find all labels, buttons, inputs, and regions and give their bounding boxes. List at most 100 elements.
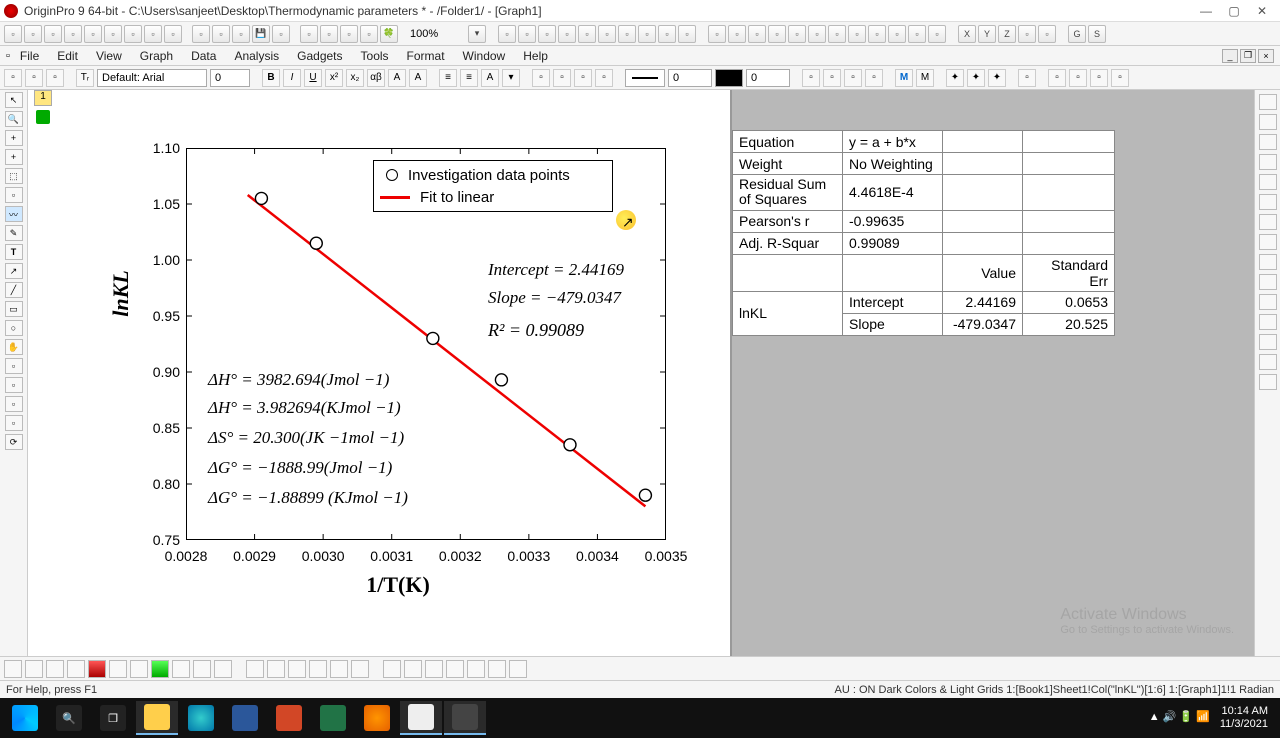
rb1[interactable] xyxy=(1259,94,1277,110)
tb-a5[interactable]: ▫ xyxy=(578,25,596,43)
new-layout-icon[interactable]: ▫ xyxy=(104,25,122,43)
anno-dH1[interactable]: ΔH° = 3982.694(Jmol −1) xyxy=(208,370,389,390)
menu-format[interactable]: Format xyxy=(399,47,453,65)
recalc-all-icon[interactable]: ▫ xyxy=(340,25,358,43)
zoom-dropdown-icon[interactable]: ▾ xyxy=(468,25,486,43)
bb1[interactable] xyxy=(4,660,22,678)
tb-b2[interactable]: ▫ xyxy=(728,25,746,43)
tb-b9[interactable]: ▫ xyxy=(868,25,886,43)
system-tray[interactable]: ▲ 🔊 🔋 📶 10:14 AM 11/3/2021 xyxy=(1149,705,1276,731)
new-excel-icon[interactable]: ▫ xyxy=(44,25,62,43)
firefox-taskbtn[interactable] xyxy=(356,701,398,735)
recalculate-icon[interactable]: ▫ xyxy=(320,25,338,43)
tb2-j[interactable]: ▫ xyxy=(844,69,862,87)
tb2-m[interactable]: M xyxy=(916,69,934,87)
tb-b1[interactable]: ▫ xyxy=(708,25,726,43)
video-icon[interactable]: 🍀 xyxy=(380,25,398,43)
refresh-icon[interactable]: ▫ xyxy=(300,25,318,43)
bb16[interactable] xyxy=(330,660,348,678)
tb-d1[interactable]: G xyxy=(1068,25,1086,43)
menu-window[interactable]: Window xyxy=(455,47,514,65)
explorer-taskbtn[interactable] xyxy=(136,701,178,735)
anno-slope[interactable]: Slope = −479.0347 xyxy=(488,288,621,308)
align-center[interactable]: ≡ xyxy=(460,69,478,87)
menu-edit[interactable]: Edit xyxy=(49,47,86,65)
arrow-tool[interactable]: ↗ xyxy=(5,263,23,279)
region-tool[interactable]: ⬚ xyxy=(5,168,23,184)
bb6[interactable] xyxy=(109,660,127,678)
tb2-q[interactable]: ▫ xyxy=(1018,69,1036,87)
menu-gadgets[interactable]: Gadgets xyxy=(289,47,350,65)
tb2-e[interactable]: ▫ xyxy=(553,69,571,87)
bb14[interactable] xyxy=(288,660,306,678)
tb2-d[interactable]: ▾ xyxy=(502,69,520,87)
bb19[interactable] xyxy=(404,660,422,678)
tb2-g[interactable]: ▫ xyxy=(595,69,613,87)
menu-graph[interactable]: Graph xyxy=(132,47,181,65)
app1-taskbtn[interactable] xyxy=(400,701,442,735)
tb2-u[interactable]: ▫ xyxy=(1111,69,1129,87)
tb-c1[interactable]: X xyxy=(958,25,976,43)
tb2-s[interactable]: ▫ xyxy=(1069,69,1087,87)
lock-icon[interactable] xyxy=(36,110,50,124)
text-tool[interactable]: T xyxy=(5,244,23,260)
anno-dG2[interactable]: ΔG° = −1.88899 (KJmol −1) xyxy=(208,488,408,508)
rb7[interactable] xyxy=(1259,214,1277,230)
bb11[interactable] xyxy=(214,660,232,678)
minimize-button[interactable]: — xyxy=(1192,2,1220,20)
menu-view[interactable]: View xyxy=(88,47,130,65)
graph-window[interactable]: 1 0.750.800.850.900.951.001.051.10 0.002… xyxy=(28,90,732,656)
rb14[interactable] xyxy=(1259,354,1277,370)
menu-analysis[interactable]: Analysis xyxy=(226,47,287,65)
anno-intercept[interactable]: Intercept = 2.44169 xyxy=(488,260,624,280)
tb-b7[interactable]: ▫ xyxy=(828,25,846,43)
tb-b12[interactable]: ▫ xyxy=(928,25,946,43)
bb4[interactable] xyxy=(67,660,85,678)
taskview-button[interactable]: ❐ xyxy=(92,701,134,735)
tb-a3[interactable]: ▫ xyxy=(538,25,556,43)
anno-dH2[interactable]: ΔH° = 3.982694(KJmol −1) xyxy=(208,398,401,418)
zoom-tool[interactable]: 🔍 xyxy=(5,111,23,127)
tb-a2[interactable]: ▫ xyxy=(518,25,536,43)
greek-button[interactable]: αβ xyxy=(367,69,385,87)
rect-tool[interactable]: ▭ xyxy=(5,301,23,317)
tb-b10[interactable]: ▫ xyxy=(888,25,906,43)
bold-button[interactable]: B xyxy=(262,69,280,87)
tb2-f[interactable]: ▫ xyxy=(574,69,592,87)
search-button[interactable]: 🔍 xyxy=(48,701,90,735)
pointer-tool[interactable]: ↖ xyxy=(5,92,23,108)
results-table[interactable]: Equationy = a + b*xWeightNo WeightingRes… xyxy=(732,130,1115,336)
spline-tool[interactable]: ✎ xyxy=(5,225,23,241)
superscript-button[interactable]: x² xyxy=(325,69,343,87)
bb13[interactable] xyxy=(267,660,285,678)
anno-r2[interactable]: R² = 0.99089 xyxy=(488,320,584,341)
tb-b5[interactable]: ▫ xyxy=(788,25,806,43)
subwin-close[interactable]: × xyxy=(1258,49,1274,63)
bb5[interactable] xyxy=(88,660,106,678)
tb-c4[interactable]: ▫ xyxy=(1018,25,1036,43)
bb18[interactable] xyxy=(383,660,401,678)
tray-icons[interactable]: ▲ 🔊 🔋 📶 xyxy=(1149,711,1210,724)
rb8[interactable] xyxy=(1259,234,1277,250)
tb2-t[interactable]: ▫ xyxy=(1090,69,1108,87)
font-selector[interactable]: Default: Arial xyxy=(97,69,207,87)
rb10[interactable] xyxy=(1259,274,1277,290)
font-size-selector[interactable]: 0 xyxy=(210,69,250,87)
increase-font[interactable]: A xyxy=(388,69,406,87)
rb11[interactable] xyxy=(1259,294,1277,310)
new-graph-icon[interactable]: ▫ xyxy=(84,25,102,43)
tb2-h[interactable]: ▫ xyxy=(802,69,820,87)
region2-tool[interactable]: ▫ xyxy=(5,358,23,374)
decrease-font[interactable]: A xyxy=(409,69,427,87)
line-tool[interactable]: ╱ xyxy=(5,282,23,298)
new-workbook-icon[interactable]: ▫ xyxy=(24,25,42,43)
rb12[interactable] xyxy=(1259,314,1277,330)
tb-a8[interactable]: ▫ xyxy=(638,25,656,43)
rb2[interactable] xyxy=(1259,114,1277,130)
x-axis-title[interactable]: 1/T(K) xyxy=(366,572,430,598)
tb2-a[interactable]: ▫ xyxy=(4,69,22,87)
rotate-tool[interactable]: ⟳ xyxy=(5,434,23,450)
data-tool[interactable]: + xyxy=(5,149,23,165)
menu-file[interactable]: File xyxy=(12,47,47,65)
zoom-selector[interactable]: 100% xyxy=(410,28,466,40)
